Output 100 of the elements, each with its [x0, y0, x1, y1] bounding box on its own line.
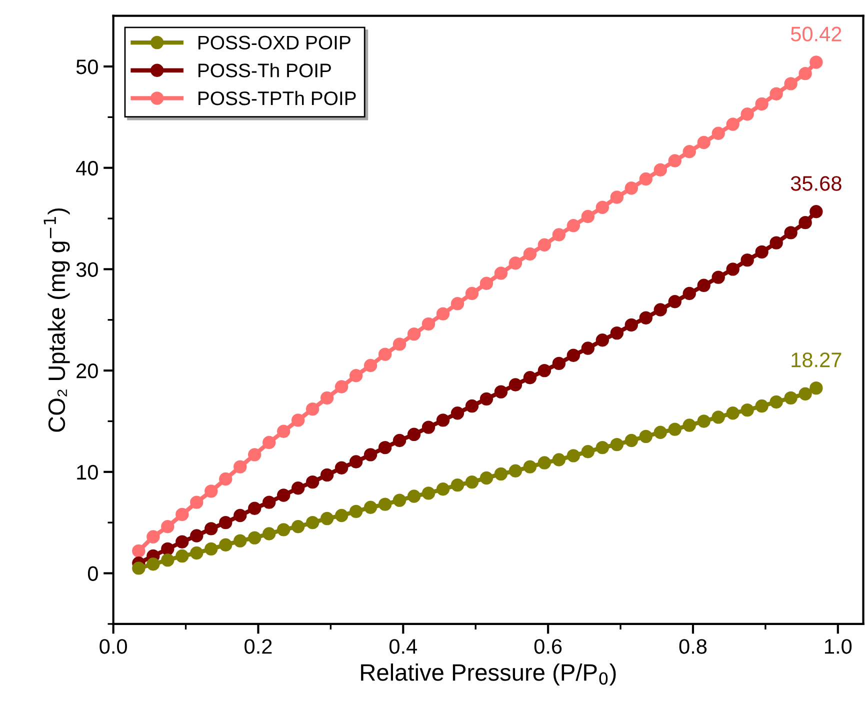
point: [726, 262, 740, 276]
point: [436, 307, 450, 320]
point: [566, 219, 580, 232]
y-tick-label: 20: [76, 364, 98, 378]
point: [552, 356, 566, 370]
point: [581, 445, 595, 458]
x-axis-title: Relative Pressure (P/P$_{0}$): [361, 664, 616, 686]
point: [407, 327, 421, 341]
point: [132, 544, 146, 558]
point: [349, 455, 363, 468]
point: [624, 182, 638, 195]
point: [581, 210, 595, 224]
point: [407, 428, 421, 441]
point: [450, 297, 464, 310]
point: [798, 216, 812, 230]
y-tick-label: 10: [77, 464, 98, 480]
point: [668, 422, 682, 436]
point: [291, 414, 305, 427]
x-tick-label: 0.2: [244, 639, 272, 654]
point: [798, 66, 812, 80]
point: [219, 516, 232, 530]
point: [291, 482, 305, 495]
point: [291, 520, 305, 534]
point: [566, 449, 580, 462]
point: [465, 475, 479, 489]
y-axis-title: CO₂ Uptake (mg g$^{−1}$): [44, 208, 70, 432]
point: [552, 453, 566, 466]
point: [726, 118, 740, 131]
point: [494, 385, 508, 398]
y-tick-label: 50: [76, 59, 98, 74]
point: [494, 467, 508, 481]
point: [654, 426, 667, 439]
x-tick-label: 1.0: [825, 639, 852, 654]
point: [581, 342, 595, 355]
point: [190, 496, 204, 509]
point: [146, 530, 160, 544]
y-tick-label: 30: [76, 262, 98, 277]
point: [204, 484, 218, 498]
point: [740, 108, 754, 121]
point: [755, 399, 768, 413]
point: [161, 542, 174, 556]
point: [392, 434, 406, 448]
point: [248, 448, 262, 462]
point: [248, 502, 262, 515]
point: [306, 402, 320, 416]
point: [219, 538, 232, 552]
point: [770, 236, 783, 250]
point: [465, 399, 479, 413]
point: [436, 414, 450, 427]
point: [682, 418, 696, 432]
point: [624, 434, 638, 448]
point: [480, 276, 494, 290]
point: [654, 303, 667, 316]
point: [190, 546, 204, 560]
point: [610, 326, 624, 340]
point: [176, 508, 189, 522]
point: [320, 512, 334, 526]
y-tick-label: 40: [76, 160, 98, 176]
point: [262, 436, 276, 450]
point: [523, 371, 537, 384]
point: [234, 508, 247, 522]
point: [697, 414, 710, 428]
point: [378, 440, 392, 454]
point: [755, 245, 768, 259]
point: [810, 381, 823, 395]
point: [755, 97, 768, 111]
point: [334, 380, 348, 394]
point: [494, 266, 508, 280]
point: [712, 410, 725, 424]
point: [712, 270, 725, 284]
point: [262, 496, 276, 509]
point: [770, 87, 783, 100]
point: [697, 136, 710, 150]
point: [480, 392, 494, 406]
point: [465, 286, 479, 300]
point: [726, 406, 740, 420]
point: [364, 448, 378, 462]
point: [810, 205, 823, 218]
point: [668, 295, 682, 308]
point: [306, 516, 320, 530]
point: [234, 534, 247, 548]
point: [132, 562, 146, 575]
point: [219, 472, 232, 486]
x-tick-label: 0.4: [389, 639, 418, 654]
point: [610, 438, 624, 452]
legend-label: POSS-TPTh POIP: [198, 90, 356, 106]
point: [610, 190, 624, 204]
point: [784, 77, 798, 90]
point: [161, 520, 174, 534]
point: [320, 391, 334, 405]
x-tick-label: 0.0: [100, 639, 127, 654]
point: [480, 471, 494, 485]
point: [204, 542, 218, 556]
point: [334, 461, 348, 474]
point: [770, 395, 783, 409]
point: [668, 154, 682, 168]
point: [146, 558, 160, 571]
data-label: 35.68: [790, 176, 842, 191]
point: [798, 387, 812, 400]
point: [276, 488, 290, 502]
